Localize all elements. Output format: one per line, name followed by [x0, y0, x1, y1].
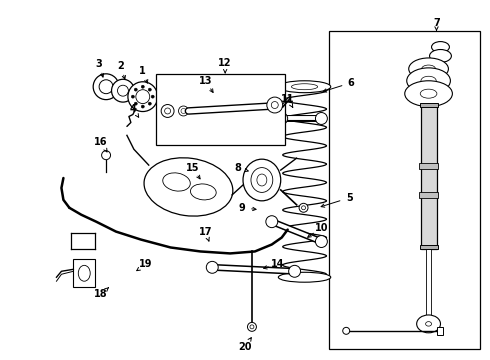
- Ellipse shape: [276, 113, 288, 125]
- Ellipse shape: [271, 102, 278, 108]
- Ellipse shape: [289, 265, 300, 277]
- Text: 17: 17: [198, 226, 212, 237]
- Text: 9: 9: [239, 203, 245, 213]
- Ellipse shape: [134, 88, 137, 91]
- Bar: [420, 103, 437, 249]
- Ellipse shape: [426, 321, 432, 326]
- Ellipse shape: [191, 184, 216, 200]
- Text: 10: 10: [315, 222, 328, 233]
- Ellipse shape: [267, 97, 283, 113]
- Ellipse shape: [134, 102, 137, 105]
- Ellipse shape: [409, 58, 448, 80]
- Text: 7: 7: [433, 18, 440, 28]
- Ellipse shape: [151, 95, 154, 98]
- Ellipse shape: [421, 65, 436, 73]
- Text: 2: 2: [118, 61, 124, 71]
- Bar: [329, 31, 480, 349]
- Ellipse shape: [251, 168, 273, 192]
- Ellipse shape: [301, 206, 306, 210]
- Ellipse shape: [78, 265, 90, 281]
- Text: 1: 1: [140, 66, 146, 76]
- Ellipse shape: [421, 76, 436, 85]
- Ellipse shape: [432, 41, 449, 53]
- Ellipse shape: [141, 85, 144, 88]
- Text: 11: 11: [281, 94, 294, 104]
- Ellipse shape: [112, 79, 134, 102]
- Ellipse shape: [144, 158, 233, 216]
- Ellipse shape: [405, 81, 452, 107]
- Ellipse shape: [250, 325, 254, 329]
- Ellipse shape: [266, 216, 278, 228]
- Ellipse shape: [292, 84, 318, 90]
- Ellipse shape: [178, 106, 189, 116]
- Ellipse shape: [141, 105, 144, 108]
- Bar: [419, 103, 438, 107]
- Ellipse shape: [243, 159, 281, 201]
- Ellipse shape: [278, 272, 331, 282]
- Ellipse shape: [161, 104, 174, 117]
- Text: 18: 18: [94, 289, 108, 299]
- Text: 16: 16: [95, 137, 108, 147]
- Ellipse shape: [93, 74, 119, 100]
- Ellipse shape: [206, 261, 218, 273]
- Bar: [426, 249, 431, 321]
- Bar: [418, 192, 439, 198]
- Ellipse shape: [343, 327, 350, 334]
- Ellipse shape: [165, 108, 171, 114]
- Bar: [418, 163, 439, 169]
- Bar: [437, 327, 443, 335]
- Ellipse shape: [278, 81, 331, 93]
- Ellipse shape: [407, 68, 450, 94]
- Text: 20: 20: [238, 342, 252, 352]
- Text: 3: 3: [96, 59, 102, 69]
- Bar: [419, 246, 438, 249]
- Ellipse shape: [99, 80, 113, 94]
- Text: 5: 5: [346, 193, 353, 203]
- Ellipse shape: [316, 113, 327, 125]
- Text: 15: 15: [186, 163, 199, 173]
- Ellipse shape: [257, 174, 267, 186]
- Ellipse shape: [101, 151, 111, 159]
- Bar: [74, 260, 95, 287]
- Ellipse shape: [247, 323, 256, 331]
- Ellipse shape: [118, 85, 128, 96]
- Text: 6: 6: [348, 78, 355, 88]
- Text: 4: 4: [129, 104, 136, 113]
- Ellipse shape: [181, 108, 186, 113]
- Bar: [156, 74, 285, 145]
- Text: 8: 8: [235, 163, 242, 173]
- Ellipse shape: [163, 173, 190, 191]
- Text: 14: 14: [271, 259, 285, 269]
- Text: 13: 13: [198, 76, 212, 86]
- Ellipse shape: [316, 235, 327, 247]
- Text: 12: 12: [219, 58, 232, 68]
- Ellipse shape: [148, 88, 151, 91]
- Text: 19: 19: [139, 259, 152, 269]
- Ellipse shape: [128, 82, 158, 112]
- Ellipse shape: [131, 95, 134, 98]
- Ellipse shape: [299, 203, 308, 212]
- Ellipse shape: [148, 102, 151, 105]
- Ellipse shape: [136, 90, 150, 104]
- Ellipse shape: [430, 50, 451, 62]
- Ellipse shape: [416, 315, 441, 333]
- Ellipse shape: [420, 89, 437, 98]
